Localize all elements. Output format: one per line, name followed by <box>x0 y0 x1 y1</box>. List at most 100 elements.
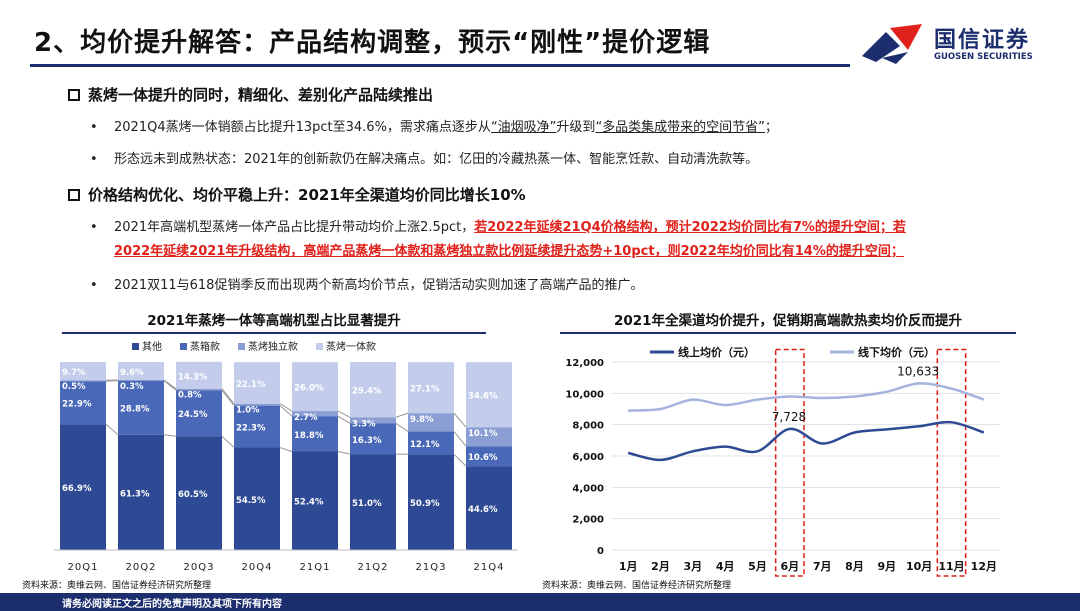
checkbox-square-icon <box>68 88 80 101</box>
x-tick-label: 8月 <box>845 560 864 573</box>
bar-data-label: 52.4% <box>294 498 324 508</box>
bullet-1-1: • 2021Q4蒸烤一体销额占比提升13pct至34.6%，需求痛点逐步从“油烟… <box>90 116 778 140</box>
section-heading-text: 价格结构优化、均价平稳上升：2021年全渠道均价同比增长10% <box>88 186 526 204</box>
bar-segment <box>408 413 454 432</box>
stacked-bar-chart: 其他 蒸箱款 蒸烤独立款 蒸烤一体款 20Q1 20Q2 20Q3 20Q4 21Q1 21Q2 2… <box>54 340 518 573</box>
bar-data-label: 26.0% <box>294 384 324 394</box>
x-tick-label: 21Q2 <box>358 562 389 573</box>
series-connector-line <box>221 435 235 448</box>
bar-segment <box>118 380 164 435</box>
x-tick-label: 7月 <box>813 560 832 573</box>
bullet-2-1: • 2021年高端机型蒸烤一体产品占比提升带动均价上涨2.5pct，若2022年… <box>90 216 1034 264</box>
legend-label-3: 蒸烤一体款 <box>326 340 376 353</box>
x-tick-label: 2月 <box>651 560 670 573</box>
bullet-text: 形态远未到成熟状态：2021年的创新款仍在解决痛点。如：亿田的冷藏热蒸一体、智能… <box>114 152 759 167</box>
footer-bar: 请务必阅读正文之后的免责声明及其项下所有内容 <box>0 593 1080 611</box>
bar-data-label: 24.5% <box>178 410 208 420</box>
checkbox-square-icon <box>68 188 80 201</box>
company-logo: 国信证券 GUOSEN SECURITIES <box>860 20 1060 68</box>
highlight-red-text: 2022年延续2021年升级结构，高端产品蒸烤一体款和蒸烤独立款比例延续提升态势… <box>114 244 904 259</box>
bullet-2-2: • 2021双11与618促销季反而出现两个新高均价节点，促销活动实则加速了高端… <box>90 274 643 298</box>
annotation-label: 10,633 <box>897 364 939 378</box>
bar-data-label: 18.8% <box>294 431 324 441</box>
bar-segment <box>60 380 106 382</box>
x-tick-label: 21Q1 <box>300 562 331 573</box>
bar-segment <box>350 417 396 424</box>
x-tick-label: 1月 <box>619 560 638 573</box>
bar-data-label: 27.1% <box>410 385 440 395</box>
bullet-text: 2021年高端机型蒸烤一体产品占比提升带动均价上涨2.5pct，若2022年延续… <box>114 216 1034 264</box>
y-tick-label: 10,000 <box>565 389 604 400</box>
x-tick-label: 21Q4 <box>474 562 505 573</box>
bar-segment <box>350 423 396 455</box>
series-connector-line <box>337 450 351 455</box>
bar-data-label: 61.3% <box>120 489 150 499</box>
bar-data-label: 10.1% <box>468 429 498 439</box>
x-tick-label: 20Q4 <box>242 562 273 573</box>
y-tick-label: 12,000 <box>565 358 604 369</box>
y-tick-label: 8,000 <box>572 421 604 432</box>
bar-segment <box>466 427 512 447</box>
section-heading-2: 价格结构优化、均价平稳上升：2021年全渠道均价同比增长10% <box>68 184 526 205</box>
bar-data-label: 28.8% <box>120 405 150 415</box>
bar-segment <box>118 362 164 381</box>
bar-data-label: 12.1% <box>410 440 440 450</box>
x-tick-label: 9月 <box>878 560 897 573</box>
bar-data-label: 16.3% <box>352 436 382 446</box>
series-connector-line <box>279 447 293 452</box>
bullet-dot-icon: • <box>90 278 98 293</box>
bar-data-label: 22.3% <box>236 424 266 434</box>
series-connector-line <box>279 405 293 417</box>
bar-segment <box>118 434 164 550</box>
bar-data-label: 9.7% <box>62 368 86 378</box>
bar-segment <box>176 388 222 391</box>
bar-data-label: 0.8% <box>178 391 202 401</box>
bar-segment <box>234 403 280 406</box>
bar-segment <box>234 405 280 448</box>
line-chart: 0 2,000 4,000 6,000 8,000 10,000 12,000 1月 2月 3月 4… <box>565 345 1000 577</box>
x-tick-label: 20Q2 <box>126 562 157 573</box>
bullet-text-part: 升级到 <box>556 120 596 135</box>
section-heading-text: 蒸烤一体提升的同时，精细化、差别化产品陆续推出 <box>88 86 434 104</box>
x-tick-label: 20Q3 <box>184 562 215 573</box>
bar-segment <box>60 362 106 381</box>
logo-english-name: GUOSEN SECURITIES <box>934 52 1033 62</box>
legend-label-2: 蒸烤独立款 <box>248 340 298 353</box>
legend-swatch-1 <box>180 343 187 350</box>
bar-segment <box>234 362 280 404</box>
bar-segment <box>176 361 222 389</box>
annotation-label: 7,728 <box>772 410 806 424</box>
series-connector-line <box>163 434 177 437</box>
bar-segment <box>408 362 454 414</box>
series-connector-line <box>163 380 177 391</box>
series-connector-line <box>221 388 235 405</box>
bar-segment <box>60 381 106 425</box>
bar-data-label: 51.0% <box>352 499 382 509</box>
title-rule <box>30 64 850 67</box>
bar-segment <box>176 436 222 550</box>
legend-swatch-0 <box>132 343 139 350</box>
series-connector-line <box>395 423 409 432</box>
series-connector-line <box>221 389 235 406</box>
bar-data-label: 9.6% <box>120 368 144 378</box>
bullet-dot-icon: • <box>90 220 98 235</box>
right-chart-title: 2021年全渠道均价提升，促销期高端款热卖均价反而提升 <box>560 308 1016 334</box>
y-tick-label: 6,000 <box>572 452 604 463</box>
underlined-text: “油烟吸净” <box>490 120 557 135</box>
bar-data-label: 44.6% <box>468 505 498 515</box>
series-connector-line <box>163 379 177 390</box>
y-tick-label: 0 <box>597 546 604 557</box>
source-note-left: 资料来源：奥维云网、国信证券经济研究所整理 <box>22 581 212 591</box>
bar-data-label: 10.6% <box>468 453 498 463</box>
bar-segment <box>292 362 338 412</box>
bar-data-label: 50.9% <box>410 499 440 509</box>
bar-segment <box>408 431 454 455</box>
legend-label-1: 线下均价（元） <box>858 345 935 359</box>
legend-swatch-2 <box>238 343 245 350</box>
series-connector-line <box>337 410 351 418</box>
bar-data-label: 22.1% <box>236 380 266 390</box>
page-title: 2、均价提升解答：产品结构调整，预示“刚性”提价逻辑 <box>34 28 711 58</box>
x-tick-label: 20Q1 <box>68 562 99 573</box>
bullet-dot-icon: • <box>90 120 98 135</box>
bullet-dot-icon: • <box>90 152 98 167</box>
